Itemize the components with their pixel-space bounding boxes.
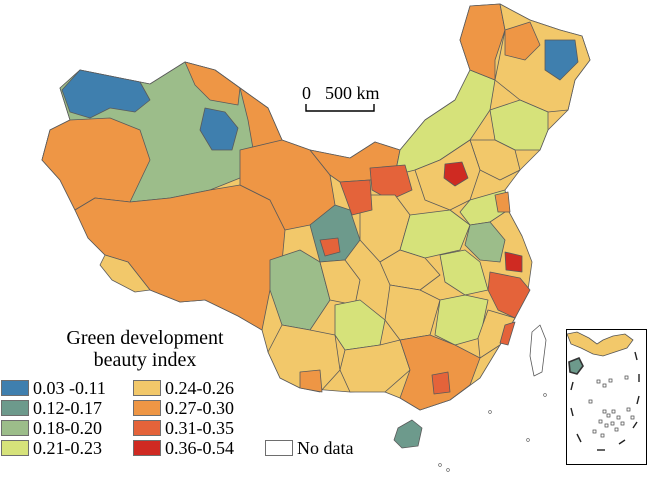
inset-map [566, 331, 640, 451]
region-taiwan [529, 324, 547, 377]
scale-distance: 500 km [325, 83, 380, 103]
legend-swatch-nodata [265, 440, 293, 456]
legend-label-3: 0.18-0.20 [33, 418, 102, 438]
scale-bar-label: 0 500 km [302, 83, 380, 104]
legend-label-nodata: No data [297, 438, 354, 458]
region-heilongjiang-east [544, 39, 579, 81]
legend-title-line2: beauty index [93, 349, 197, 371]
region-tacheng [199, 107, 239, 151]
region-fujian [477, 309, 516, 359]
region-chengdu [319, 237, 341, 257]
legend-item-8: 0.36-0.54 [133, 438, 234, 458]
scale-zero: 0 [302, 83, 311, 103]
legend-item-2: 0.12-0.17 [1, 398, 102, 418]
legend-label-4: 0.21-0.23 [33, 438, 102, 458]
region-beijing [443, 161, 469, 187]
legend-item-6: 0.27-0.30 [133, 398, 234, 418]
legend-item-nodata: No data [265, 438, 353, 458]
region-guangxi [339, 339, 411, 393]
legend-label-2: 0.12-0.17 [33, 398, 102, 418]
region-fujian-coast [499, 321, 516, 346]
legend-swatch-5 [133, 380, 161, 396]
region-hainan [393, 419, 423, 449]
region-heilongjiang-north [504, 21, 541, 61]
region-shandong-coast [494, 191, 511, 213]
inset-islands [588, 375, 635, 438]
legend-label-5: 0.24-0.26 [165, 378, 234, 398]
region-guangdong [399, 334, 481, 411]
legend-swatch-8 [133, 440, 161, 456]
legend-label-8: 0.36-0.54 [165, 438, 234, 458]
region-ningxia [339, 179, 373, 216]
legend-label-6: 0.27-0.30 [165, 398, 234, 418]
legend-item-5: 0.24-0.26 [133, 378, 234, 398]
region-jiangsu [464, 221, 506, 263]
inset-boundary-dashes [570, 351, 640, 451]
inset-coast [566, 331, 634, 357]
legend-swatch-7 [133, 420, 161, 436]
legend-title: Green development beauty index [40, 327, 250, 371]
south-china-sea-inset [566, 329, 647, 465]
region-guangdong-delta [431, 371, 451, 395]
scale-bar [305, 104, 375, 112]
legend-title-line1: Green development [66, 327, 224, 349]
legend-label-7: 0.31-0.35 [165, 418, 234, 438]
legend-swatch-1 [1, 380, 29, 396]
region-anhui [439, 249, 489, 296]
legend-swatch-3 [1, 420, 29, 436]
legend-item-1: 0.03 -0.11 [1, 378, 106, 398]
legend-label-1: 0.03 -0.11 [33, 378, 106, 398]
region-sichuan-east [319, 259, 361, 306]
legend-swatch-4 [1, 440, 29, 456]
region-ngari [99, 254, 151, 293]
inset-hainan [568, 356, 584, 375]
region-altay [61, 69, 151, 119]
legend-item-7: 0.31-0.35 [133, 418, 234, 438]
legend-item-4: 0.21-0.23 [1, 438, 102, 458]
region-shanghai [504, 251, 523, 273]
region-ili [184, 61, 241, 106]
region-yunnan-south [299, 369, 323, 393]
legend-item-3: 0.18-0.20 [1, 418, 102, 438]
legend-swatch-2 [1, 400, 29, 416]
region-sichuan-west [269, 249, 331, 331]
region-shanxi-north [369, 164, 413, 201]
legend-swatch-6 [133, 400, 161, 416]
